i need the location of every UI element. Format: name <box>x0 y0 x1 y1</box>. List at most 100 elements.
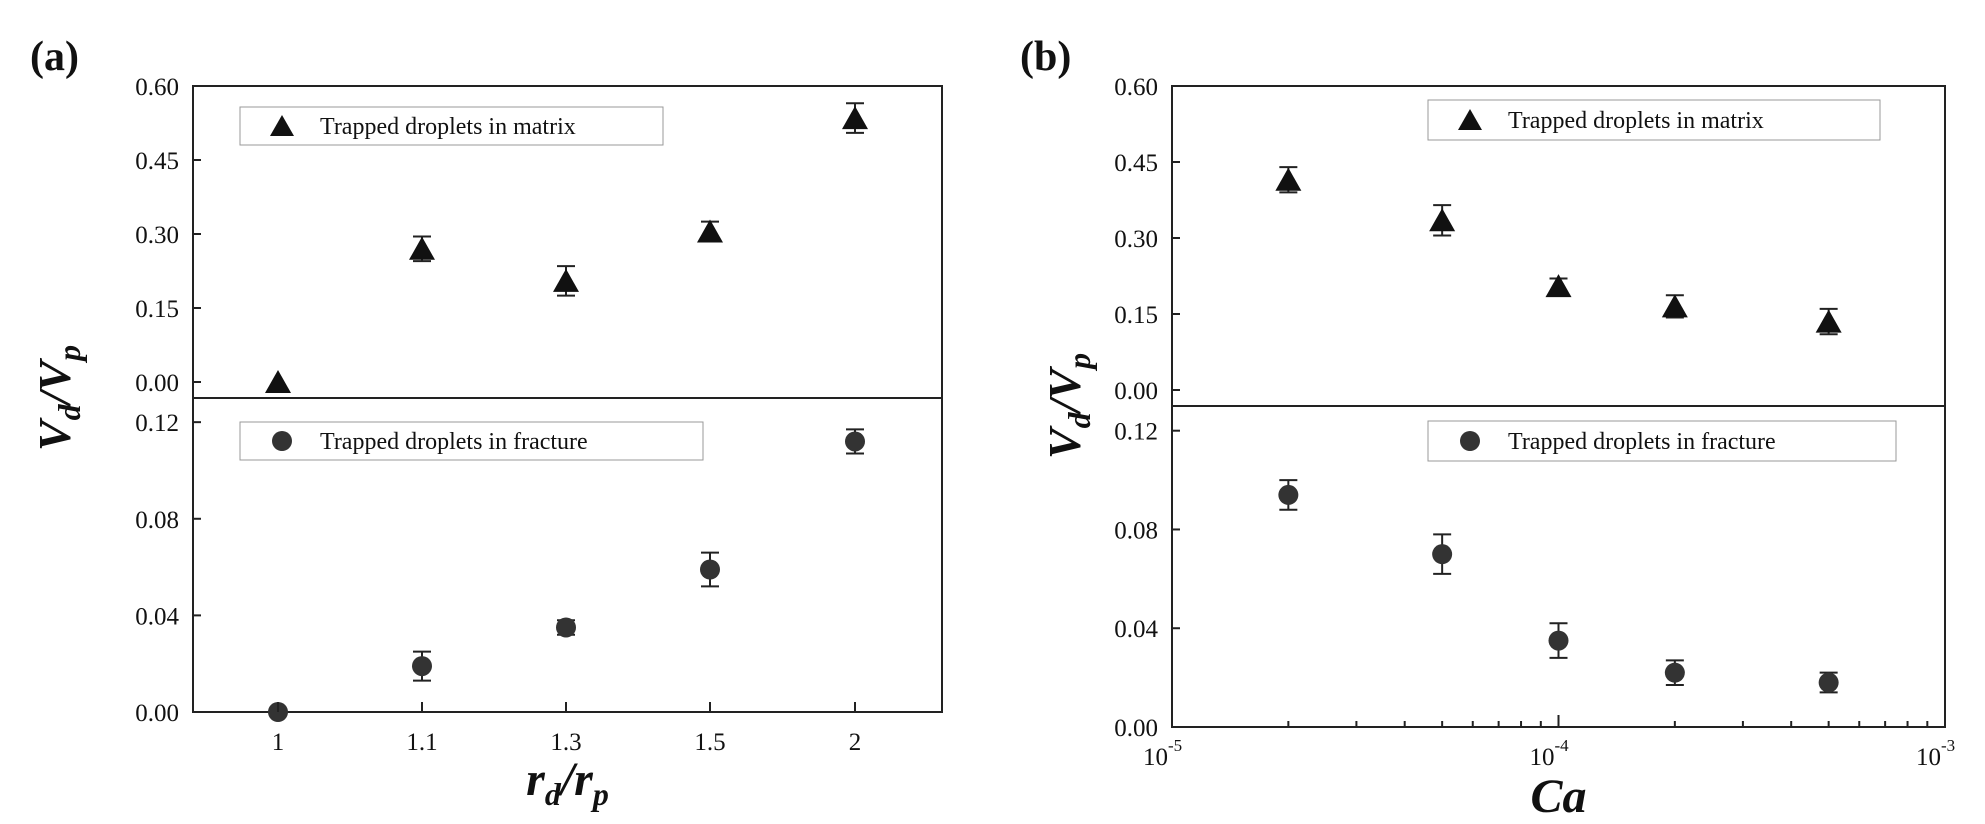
x-tick-label: 1.1 <box>406 729 437 756</box>
y-axis-label: Vd/Vp <box>29 345 87 451</box>
data-point-triangle <box>697 219 723 243</box>
x-tick-label: 10 -4 <box>1530 736 1570 771</box>
y-tick-label: 0.00 <box>1114 715 1158 742</box>
y-tick-label: 0.45 <box>135 148 179 175</box>
data-point-circle <box>412 656 432 677</box>
x-tick-mantissa: 10 <box>1530 744 1555 771</box>
x-tick-label: 2 <box>849 729 862 756</box>
data-point-triangle <box>265 370 291 393</box>
x-tick-exponent: -4 <box>1555 736 1570 755</box>
y-tick-label: 0.30 <box>135 222 179 249</box>
y-tick-label: 0.12 <box>1114 419 1158 446</box>
y-axis-label: Vd/Vp <box>1039 353 1097 459</box>
legend-triangle-marker <box>1458 109 1482 130</box>
x-axis-label-sub1: d <box>545 776 562 812</box>
y-axis-label-base2: V <box>1039 366 1090 400</box>
series-circle <box>268 428 865 722</box>
subplot-bottom: 0.00 0.04 0.08 0.12 Trapped droplets in frac… <box>1114 419 1897 742</box>
data-point-triangle <box>1429 208 1456 232</box>
legend-label: Trapped droplets in matrix <box>320 114 576 140</box>
legend-label: Trapped droplets in matrix <box>1508 108 1764 134</box>
legend-box <box>239 421 704 461</box>
x-tick-label: 10 -3 <box>1916 736 1955 771</box>
y-axis-label-base2: V <box>29 358 80 392</box>
data-point-circle <box>1664 662 1685 683</box>
data-point-triangle <box>409 236 435 260</box>
legend-box <box>1427 99 1881 141</box>
y-axis-label-slash: / <box>29 387 80 407</box>
legend: Trapped droplets in matrix <box>1427 99 1881 141</box>
y-tick-label: 0.08 <box>135 507 179 534</box>
data-point-circle <box>1278 484 1299 505</box>
x-axis-label-base2: r <box>574 753 594 806</box>
data-point-circle <box>1548 630 1569 651</box>
legend-box <box>1427 420 1897 462</box>
y-tick-label: 0.00 <box>1114 378 1158 405</box>
y-axis-label-sub1: d <box>51 403 87 420</box>
data-point-triangle <box>1815 309 1842 333</box>
data-point-triangle <box>553 268 579 292</box>
x-axis-label-base: Ca <box>1530 770 1586 823</box>
y-tick-label: 0.15 <box>135 296 179 323</box>
x-axis-label-base: r <box>526 753 546 806</box>
data-point-circle <box>1818 672 1839 693</box>
panel-label: (b) <box>1020 34 1071 80</box>
panel-label: (a) <box>30 34 79 80</box>
x-tick-label: 10 -5 <box>1143 736 1182 771</box>
x-axis-label-slash: / <box>558 753 579 806</box>
y-axis-label-sub2: p <box>51 345 87 364</box>
x-axis-label: rd/rp <box>526 753 609 812</box>
y-tick-label: 0.04 <box>1114 616 1158 643</box>
x-tick-label: 1.5 <box>694 729 725 756</box>
x-axis-label: Ca <box>1530 770 1586 823</box>
x-tick-label: 1 <box>272 729 285 756</box>
legend-label: Trapped droplets in fracture <box>320 429 588 455</box>
subplot-top: 0.00 0.15 0.30 0.45 0.60 Trapped droplets in … <box>1114 74 1881 405</box>
chart-panel-a: (a) 0.00 0.15 0.30 0.45 0.60 Trapped droplets … <box>29 34 943 812</box>
data-point-circle <box>556 617 576 638</box>
y-axis-label-text: Vd/Vp <box>29 345 87 451</box>
y-tick-label: 0.08 <box>1114 517 1158 544</box>
data-point-triangle <box>1661 294 1688 318</box>
y-axis-label-text: Vd/Vp <box>1039 353 1097 459</box>
x-tick-mantissa: 10 <box>1143 744 1168 771</box>
legend-circle-marker <box>272 431 292 451</box>
y-tick-label: 0.12 <box>135 410 179 437</box>
y-axis-label-sub1: d <box>1061 411 1097 428</box>
y-tick-label: 0.00 <box>135 700 179 727</box>
data-point-triangle <box>1275 167 1302 191</box>
data-point-circle <box>1432 544 1453 565</box>
legend-triangle-marker <box>270 115 294 136</box>
series-triangle <box>265 102 868 393</box>
data-point-circle <box>845 431 865 452</box>
subplot-top: 0.00 0.15 0.30 0.45 0.60 Trapped droplets in … <box>135 74 868 397</box>
y-tick-label: 0.60 <box>135 74 179 101</box>
legend-label: Trapped droplets in fracture <box>1508 429 1776 455</box>
y-tick-label: 0.00 <box>135 370 179 397</box>
subplot-bottom: 0.00 0.04 0.08 0.12 Trapped droplets in frac… <box>135 410 865 727</box>
chart-panel-b: (b) 0.00 0.15 0.30 0.45 0.60 Trapped droplets … <box>1020 34 1955 823</box>
y-axis-label-base: V <box>29 417 80 451</box>
y-tick-label: 0.60 <box>1114 74 1158 101</box>
y-tick-label: 0.45 <box>1114 150 1158 177</box>
legend: Trapped droplets in fracture <box>1427 420 1897 462</box>
y-axis-label-slash: / <box>1039 395 1090 415</box>
x-axis-label-sub2: p <box>590 776 609 812</box>
legend-box <box>239 106 664 146</box>
x-tick-exponent: -5 <box>1168 736 1182 755</box>
y-axis-label-base: V <box>1039 425 1090 459</box>
data-point-triangle <box>1545 274 1572 298</box>
legend: Trapped droplets in fracture <box>239 421 704 461</box>
data-point-circle <box>700 559 720 580</box>
y-tick-label: 0.30 <box>1114 226 1158 253</box>
x-tick-exponent: -3 <box>1941 736 1955 755</box>
series-circle <box>1278 479 1839 694</box>
series-triangle <box>1275 166 1842 336</box>
y-axis-label-sub2: p <box>1061 353 1097 372</box>
legend-circle-marker <box>1460 431 1480 451</box>
legend: Trapped droplets in matrix <box>239 106 664 146</box>
data-point-triangle <box>842 106 868 130</box>
y-tick-label: 0.04 <box>135 603 179 630</box>
x-tick-mantissa: 10 <box>1916 744 1941 771</box>
